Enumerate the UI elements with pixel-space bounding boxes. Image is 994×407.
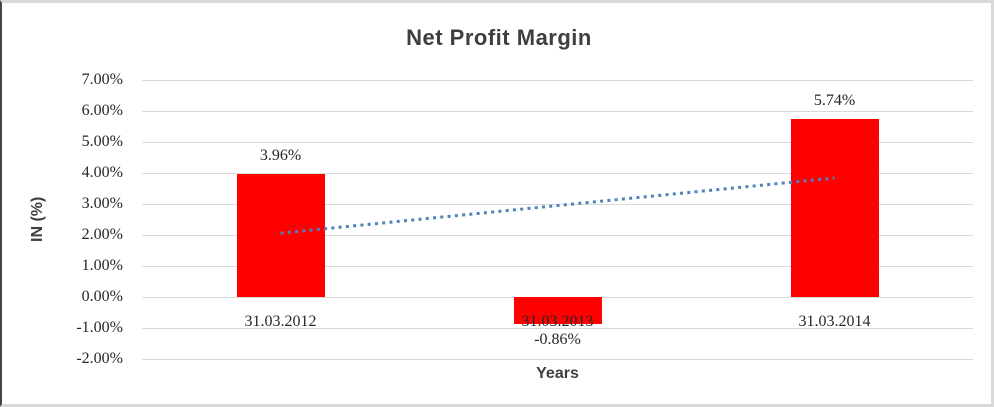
gridline: [142, 359, 973, 360]
bar-data-label: 3.96%: [259, 147, 302, 165]
bar-31.03.2012: [236, 174, 325, 297]
gridline: [142, 142, 973, 143]
trendline-layer: [280, 176, 835, 235]
gridline: [142, 266, 973, 267]
category-label: 31.03.2012: [244, 313, 317, 330]
plot-area: [142, 80, 973, 360]
bar-31.03.2013: [513, 297, 602, 324]
bar-31.03.2014: [790, 119, 879, 297]
y-tick-label: 5.00%: [81, 133, 123, 150]
y-tick-label: 4.00%: [81, 164, 123, 181]
y-tick-label: 0.00%: [81, 288, 123, 305]
category-label: 31.03.2013: [521, 313, 594, 330]
y-tick-label: 6.00%: [81, 102, 123, 119]
y-tick-label: -1.00%: [76, 319, 123, 336]
chart-title: Net Profit Margin: [406, 25, 592, 50]
y-tick-label: 7.00%: [81, 71, 123, 88]
gridline: [142, 80, 973, 81]
bar-data-label: 5.74%: [813, 92, 856, 110]
gridline: [142, 173, 973, 174]
y-tick-label: 1.00%: [81, 257, 123, 274]
y-tick-label: -2.00%: [76, 350, 123, 367]
trendline: [280, 176, 835, 235]
bar-data-label: -0.86%: [534, 331, 581, 348]
gridline: [142, 235, 973, 236]
y-tick-label: 3.00%: [81, 195, 123, 212]
category-label: 31.03.2014: [798, 313, 871, 330]
gridline: [142, 111, 973, 112]
x-axis-title: Years: [536, 365, 579, 382]
gridline: [142, 328, 973, 329]
y-tick-label: 2.00%: [81, 226, 123, 243]
